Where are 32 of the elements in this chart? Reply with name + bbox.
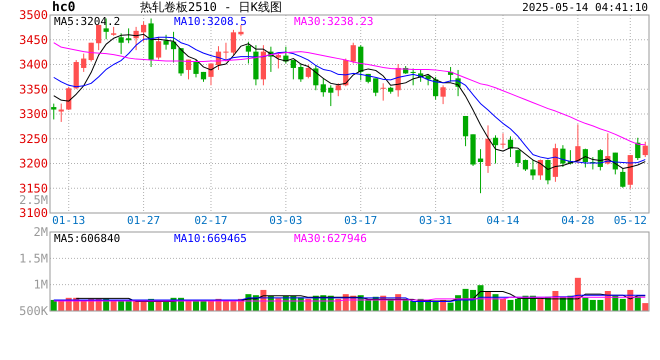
chart-title: hc0 [52, 0, 76, 15]
text: MA10:669465 [174, 232, 247, 245]
y-tick-label: 2M [34, 225, 48, 239]
y-tick-label: 3300 [19, 107, 48, 121]
y-tick-label: 500K [19, 304, 49, 318]
x-tick-label: 01-27 [127, 214, 160, 227]
series-label: MA10:3208.5 [174, 15, 247, 28]
text: 2025-05-14 04:41:10 [522, 1, 648, 14]
x-tick-label: 01-13 [52, 214, 86, 227]
text: MA5:606840 [54, 232, 120, 245]
x-tick-label: 02-17 [194, 214, 228, 227]
y-tick-label: 1.5M [19, 251, 48, 266]
x-tick-label: 05-12 [614, 214, 647, 227]
y-tick-label: 3150 [19, 181, 48, 196]
text: 2.5M [19, 193, 48, 207]
chart-subtitle: 热轧卷板2510 - 日K线图 [140, 0, 282, 14]
y-tick-label: 1M [34, 278, 48, 292]
text: MA30:627946 [294, 232, 367, 245]
x-tick-label: 03-17 [344, 214, 378, 227]
x-tick-label: 03-31 [419, 214, 452, 227]
y-tick-label: 3200 [19, 156, 48, 170]
text: MA30:3238.23 [294, 15, 374, 28]
y-tick-label: 3400 [19, 58, 48, 72]
x-tick-label: 04-28 [561, 214, 594, 227]
y-tick-label: 3450 [19, 32, 48, 47]
x-tick-label: 03-03 [269, 214, 302, 227]
y-tick-label: 3100 [19, 206, 48, 220]
line-series [53, 294, 646, 302]
y-tick-label: 3250 [19, 132, 48, 146]
x-tick-label: 04-14 [486, 214, 520, 227]
y-tick-label: 3350 [19, 82, 48, 96]
y-tick-label: 3500 [19, 8, 48, 22]
